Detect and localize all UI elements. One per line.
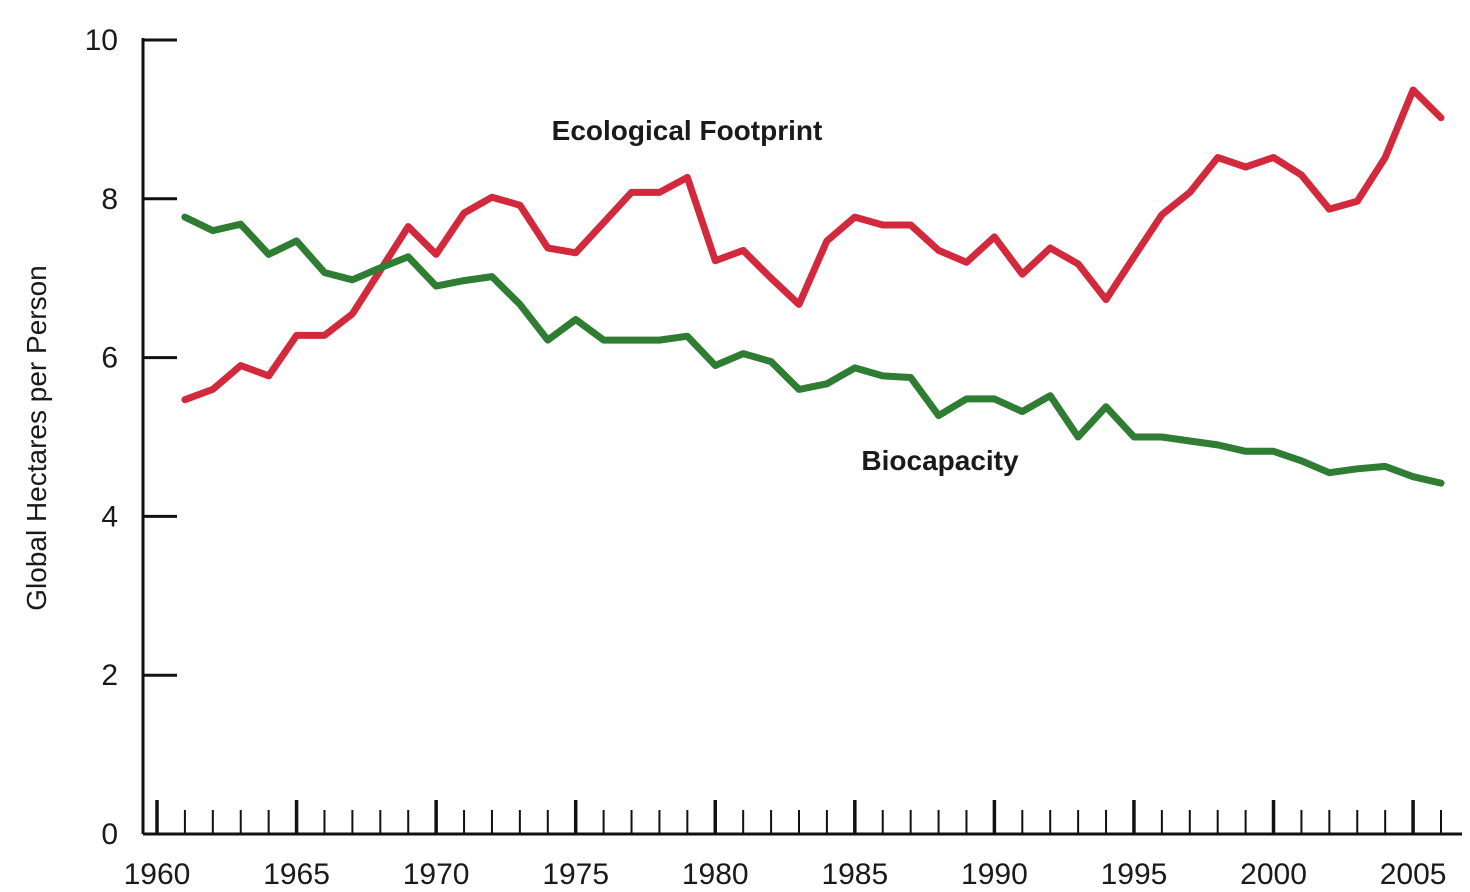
x-tick-label: 1990 [961, 858, 1028, 891]
x-tick-labels: 1960 1965 1970 1975 1980 1985 1990 1995 2000 2005 [124, 858, 1447, 891]
series-label-ecological-footprint: Ecological Footprint [552, 115, 823, 146]
x-tick-label: 1965 [263, 858, 330, 891]
x-tick-label: 1970 [403, 858, 470, 891]
x-tick-label: 1975 [542, 858, 609, 891]
y-tick-label: 4 [101, 500, 118, 533]
axes [141, 38, 1462, 836]
series-label-biocapacity: Biocapacity [861, 445, 1019, 476]
y-tick-label: 6 [101, 342, 118, 375]
x-tick-label: 2000 [1240, 858, 1307, 891]
series-lines [181, 86, 1445, 487]
x-tick-label: 2005 [1380, 858, 1447, 891]
x-tick-label: 1985 [821, 858, 888, 891]
y-axis-label: Global Hectares per Person [21, 265, 52, 611]
x-tick-label: 1980 [682, 858, 749, 891]
x-tick-label: 1960 [124, 858, 191, 891]
y-tick-label: 0 [101, 818, 118, 851]
y-tick-labels: 0 2 4 6 8 10 [85, 24, 118, 851]
y-tick-label: 10 [85, 24, 118, 57]
series-line-biocapacity [181, 213, 1445, 487]
y-tick-label: 8 [101, 183, 118, 216]
series-line-ecological-footprint [181, 86, 1445, 404]
x-tick-label: 1995 [1101, 858, 1168, 891]
y-tick-label: 2 [101, 659, 118, 692]
